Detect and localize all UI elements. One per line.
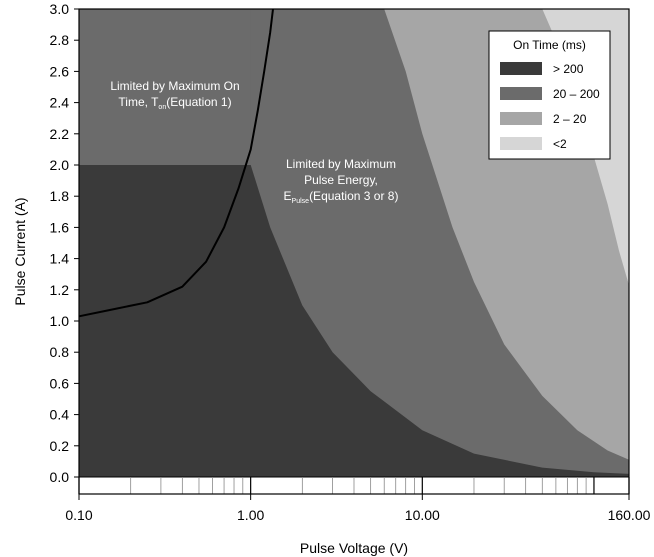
annotation-subscript: Pulse [292,198,310,205]
y-tick-label: 0.6 [50,375,70,391]
annotation-line: Limited by Maximum [286,157,396,171]
x-axis-ticks: 0.10 1.00 10.00 160.00 [65,494,651,523]
annotations: Limited by Maximum On Time, Ton(Equation … [110,79,398,205]
annotation-text: Limited by Maximum On [110,79,239,93]
y-tick-label: 2.0 [50,157,70,173]
x-axis-label: Pulse Voltage (V) [300,540,408,556]
legend-swatch-20-200 [500,87,542,100]
y-tick-label: 1.8 [50,188,70,204]
annotation-line: Time, Ton(Equation 1) [118,95,231,111]
annotation-on-time: Limited by Maximum On Time, Ton(Equation … [110,79,239,111]
x-tick-label: 10.00 [405,507,440,523]
y-tick-label: 2.4 [50,95,70,111]
annotation-text: Limited by Maximum [286,157,396,171]
y-tick-label: 0.4 [50,407,70,423]
y-tick-label: 0.8 [50,344,70,360]
x-tick-label: 1.00 [237,507,264,523]
legend-swatch-2-20 [500,112,542,125]
annotation-text: Time, T [118,95,159,109]
y-tick-label: 0.0 [50,469,70,485]
annotation-text: E [284,189,292,203]
legend-label: 20 – 200 [553,87,600,101]
legend-swatch-200 [500,62,542,75]
y-tick-label: 1.0 [50,313,70,329]
y-tick-label: 2.8 [50,32,70,48]
annotation-text: Pulse Energy, [304,173,378,187]
annotation-line: Pulse Energy, [304,173,378,187]
legend-label: > 200 [553,62,584,76]
y-tick-label: 3.0 [50,1,70,17]
legend-swatch-2 [500,137,542,150]
limit-box-limited-by-maximum-on-time [79,9,251,165]
annotation-subscript: on [158,104,166,111]
annotation-pulse-energy: Limited by Maximum Pulse Energy, EPulse(Eq… [284,157,399,205]
annotation-line: Limited by Maximum On [110,79,239,93]
legend-label: 2 – 20 [553,112,587,126]
y-tick-label: 2.6 [50,63,70,79]
annotation-line: EPulse(Equation 3 or 8) [284,189,399,205]
y-axis-ticks: 0.0 0.2 0.4 0.6 0.8 1.0 1.2 1.4 1.6 1.8 2.0 2.2 2.4 2… [50,1,79,485]
y-tick-label: 1.2 [50,282,70,298]
legend-title: On Time (ms) [513,38,586,52]
legend: On Time (ms) > 200 20 – 200 2 – 20 <2 [488,30,611,160]
x-axis-rug [78,476,630,494]
y-tick-label: 1.4 [50,251,70,267]
plot-frame [78,8,630,495]
y-axis-label: Pulse Current (A) [12,197,28,305]
annotation-text: (Equation 1) [166,95,231,109]
limit-curve-group [78,8,274,318]
x-tick-label: 160.00 [608,507,651,523]
legend-label: <2 [553,137,567,151]
y-tick-label: 1.6 [50,219,70,235]
x-tick-label: 0.10 [65,507,92,523]
y-tick-label: 0.2 [50,438,70,454]
annotation-text: (Equation 3 or 8) [309,189,398,203]
limit-curve [78,8,274,318]
y-tick-label: 2.2 [50,126,70,142]
